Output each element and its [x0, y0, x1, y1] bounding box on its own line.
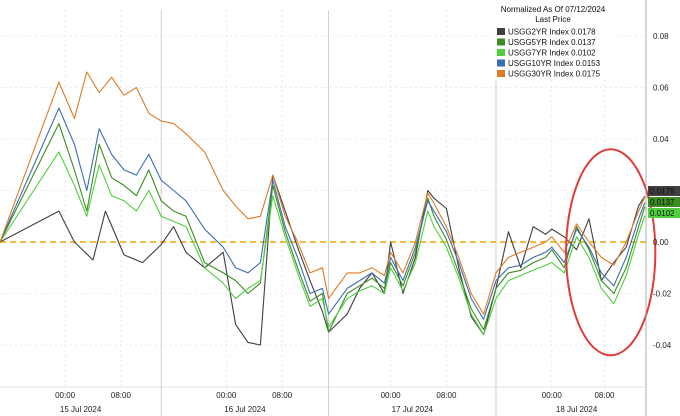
legend-label: USGG2YR Index 0.0178 [508, 28, 596, 37]
y-tick-label: 0.04 [653, 135, 669, 144]
series-line-usgg7yr-index [0, 151, 646, 336]
last-value-tag [648, 186, 680, 196]
day-label: 18 Jul 2024 [556, 405, 598, 414]
legend-background [492, 3, 614, 80]
highlight-ellipse [565, 148, 657, 357]
day-label: 17 Jul 2024 [392, 405, 434, 414]
last-value-tag-label: 0.0102 [650, 209, 675, 218]
x-tick-label: 08:00 [272, 391, 293, 400]
x-tick-label: 08:00 [111, 391, 132, 400]
series-layer [0, 71, 646, 346]
legend-label: USGG30YR Index 0.0175 [508, 70, 601, 79]
last-value-tag-label: 0.0178 [650, 187, 675, 196]
legend-swatch [497, 59, 505, 67]
legend: Normalized As Of 07/12/2024 Last Price U… [492, 3, 614, 80]
y-tick-label: 0.08 [653, 32, 669, 41]
last-value-tags: 0.0178 0.0137 0.0102 [648, 186, 680, 218]
legend-title: Normalized As Of 07/12/2024 [501, 5, 606, 14]
legend-label: USGG10YR Index 0.0153 [508, 59, 601, 68]
legend-swatch [497, 49, 505, 56]
legend-subtitle: Last Price [535, 15, 571, 24]
last-value-tag [648, 197, 680, 207]
y-tick-label: 0.00 [653, 238, 669, 247]
y-tick-label: -0.04 [653, 341, 672, 350]
x-tick-label: 00:00 [542, 391, 563, 400]
last-value-tag-label: 0.0137 [650, 198, 675, 207]
last-value-tag [648, 208, 680, 218]
y-tick-label: -0.02 [653, 290, 672, 299]
legend-swatch [497, 70, 505, 77]
y-tick-label: 0.06 [653, 84, 669, 93]
legend-label: USGG7YR Index 0.0102 [508, 49, 596, 58]
legend-label: USGG5YR Index 0.0137 [508, 38, 596, 47]
series-line-usgg2yr-index [0, 174, 646, 346]
series-line-usgg30yr-index [0, 71, 646, 315]
highlight-layer [565, 148, 657, 357]
series-line-usgg10yr-index [0, 107, 646, 320]
x-tick-label: 00:00 [55, 391, 76, 400]
x-tick-label: 08:00 [594, 391, 615, 400]
legend-swatch [497, 28, 505, 35]
day-label: 15 Jul 2024 [60, 405, 102, 414]
series-line-usgg5yr-index [0, 123, 646, 333]
x-tick-label: 00:00 [216, 391, 237, 400]
day-label: 16 Jul 2024 [224, 405, 266, 414]
x-tick-label: 08:00 [436, 391, 457, 400]
x-tick-label: 00:00 [381, 391, 402, 400]
legend-swatch [497, 38, 505, 46]
